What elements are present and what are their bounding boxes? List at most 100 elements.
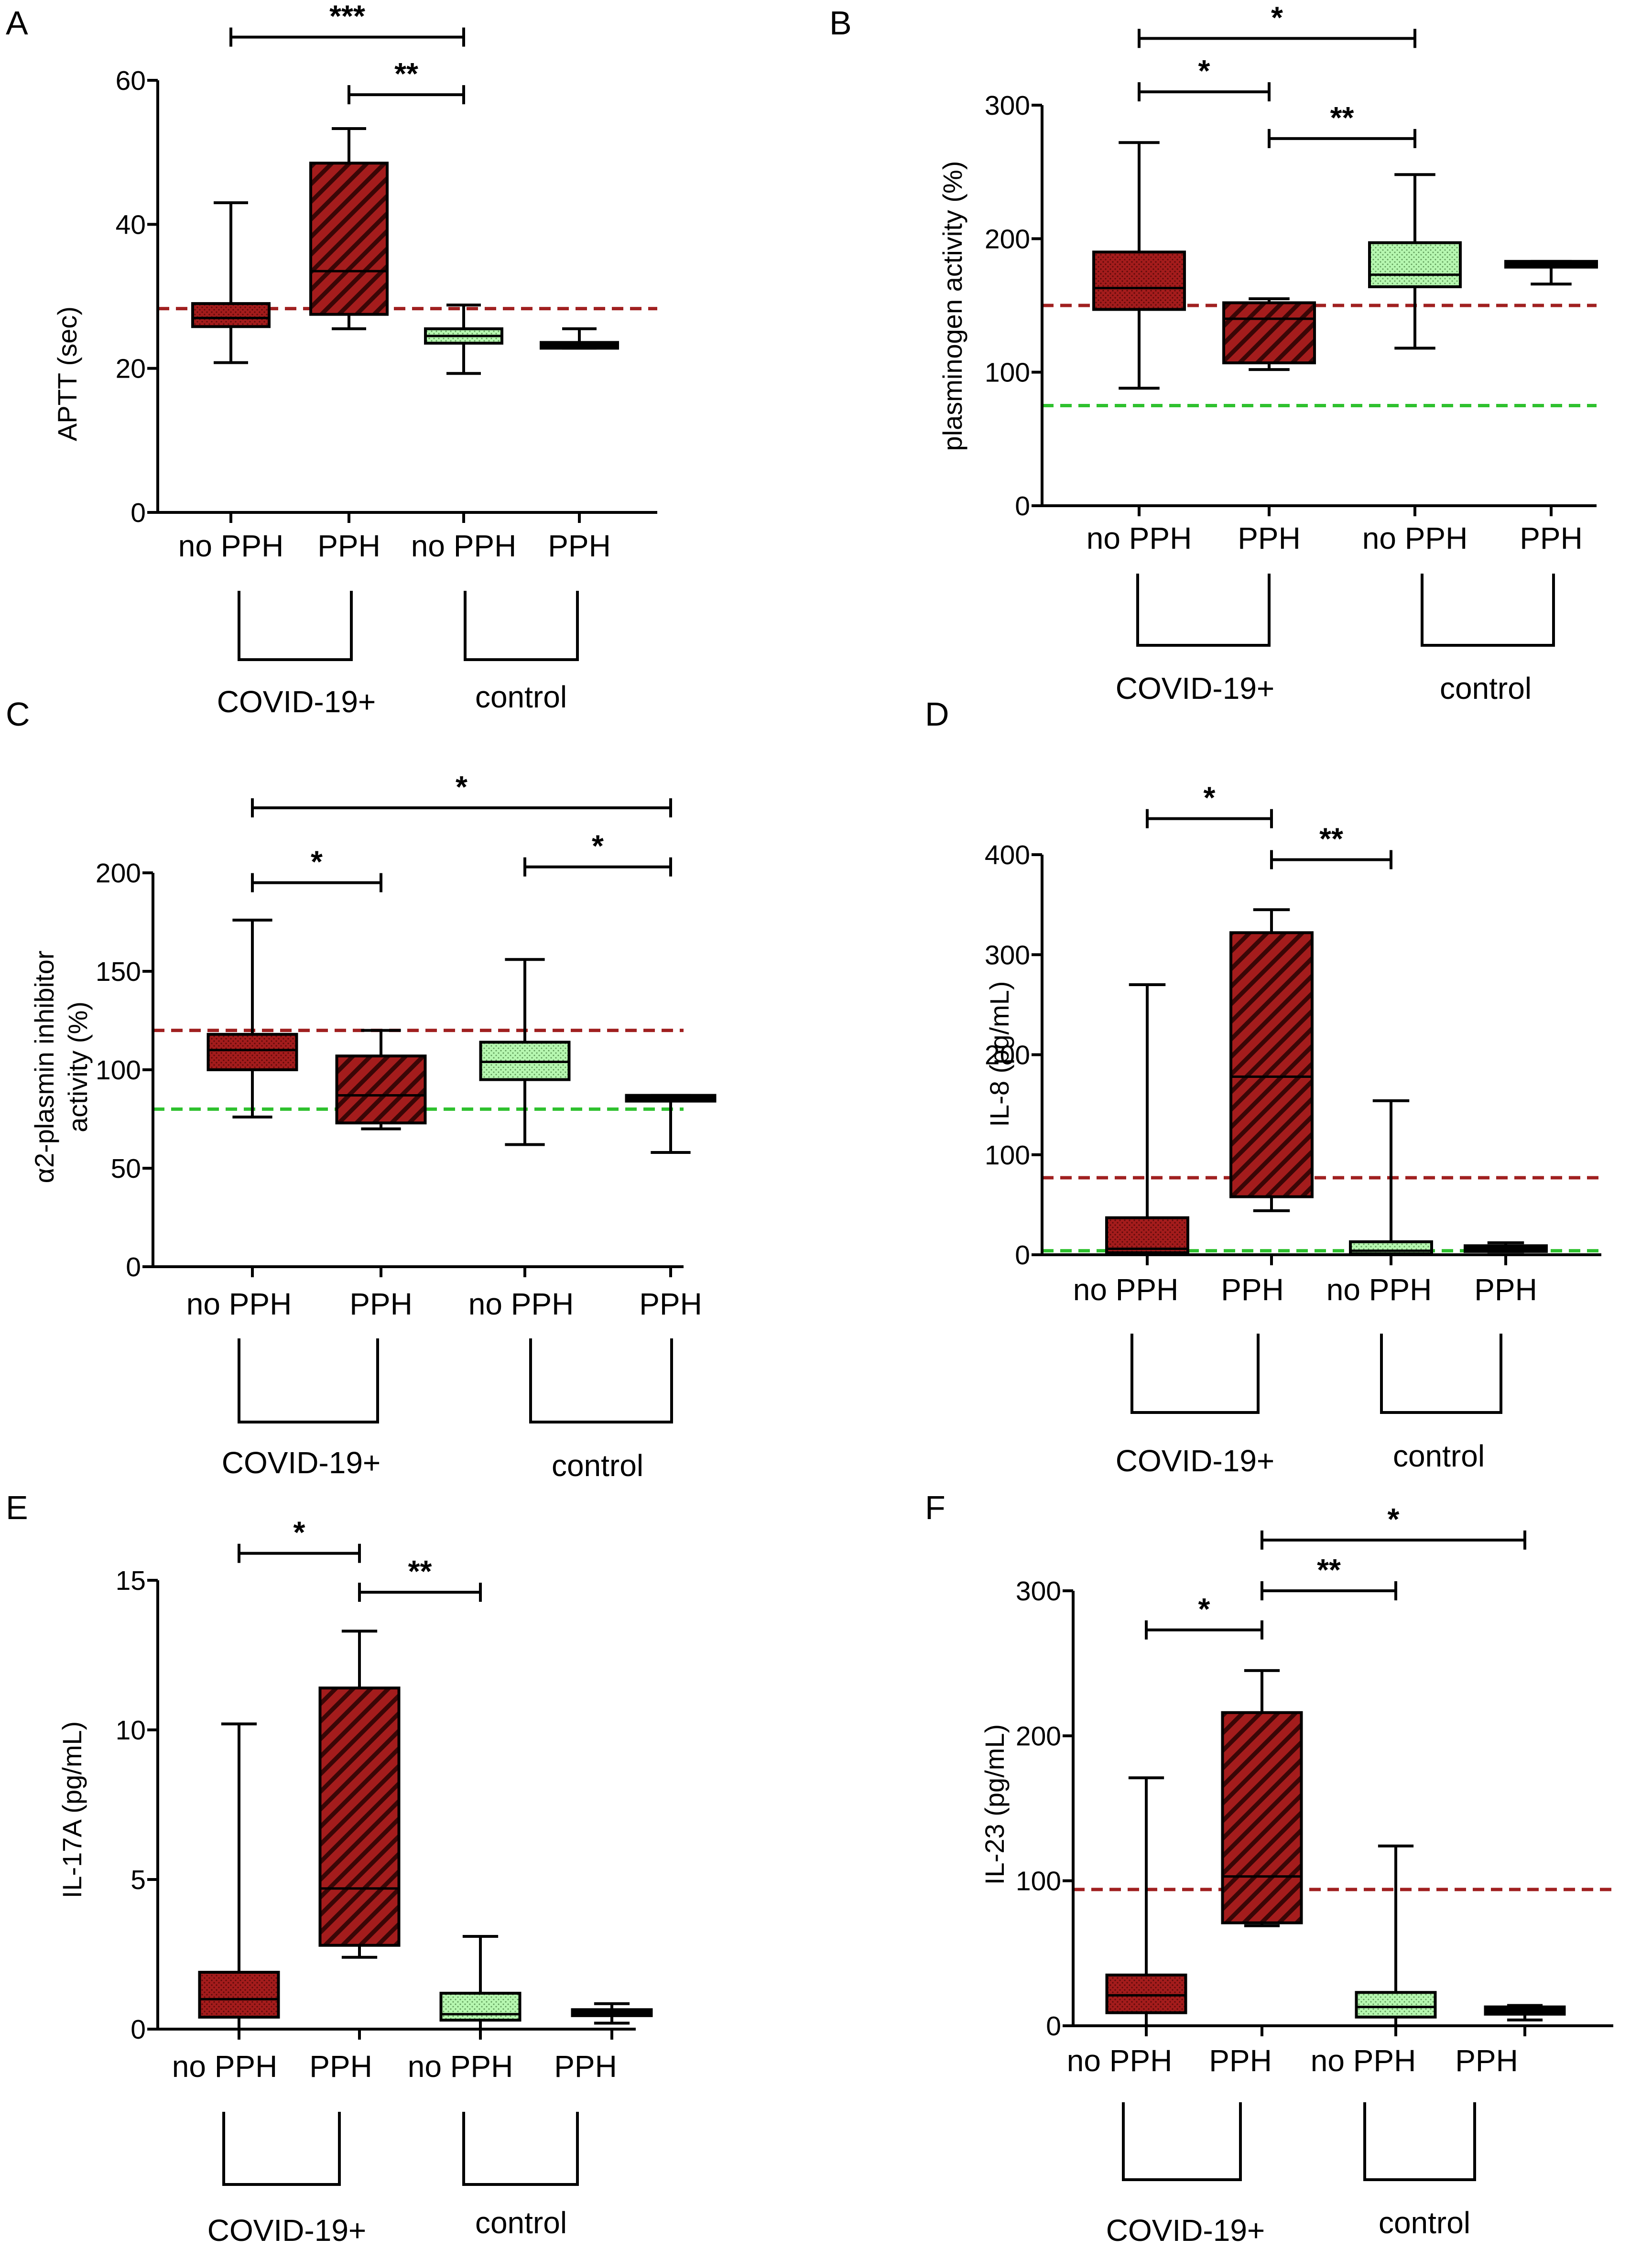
category-labels-B: no PPH PPH no PPH PPH bbox=[1087, 521, 1583, 555]
category-label: no PPH bbox=[1087, 521, 1192, 555]
y-tick-label: 0 bbox=[1015, 491, 1030, 522]
box-body bbox=[335, 1054, 427, 1125]
category-label: PPH bbox=[1455, 2043, 1518, 2078]
box-body bbox=[1105, 1973, 1187, 2014]
y-tick-label: 100 bbox=[985, 358, 1030, 388]
box-3 bbox=[424, 304, 503, 375]
y-tick-label: 20 bbox=[116, 354, 146, 384]
box-3 bbox=[479, 958, 571, 1146]
y-tick-label: 5 bbox=[130, 1865, 146, 1895]
box-body bbox=[1092, 250, 1186, 311]
y-axis-title-C-line1: α2-plasmin inhibitor bbox=[29, 951, 59, 1184]
panel-C: C α2-plasmin inhibitor activity (%) no P… bbox=[6, 695, 702, 1483]
box-4 bbox=[571, 2002, 653, 2025]
y-tick-label: 100 bbox=[985, 1140, 1030, 1171]
category-label: no PPH bbox=[1067, 2043, 1173, 2078]
significance-bracket: *** bbox=[229, 0, 465, 47]
y-tick-label: 300 bbox=[985, 940, 1030, 970]
group-label-covid: COVID-19+ bbox=[1106, 2213, 1265, 2248]
group-label-control: control bbox=[1393, 1439, 1485, 1473]
group-label-control: control bbox=[475, 2206, 567, 2240]
box-body bbox=[191, 302, 271, 328]
box-3 bbox=[439, 1934, 522, 2031]
panel-D: D IL-8 (pg/mL) no PPH PPH no PPH PPH COV… bbox=[925, 695, 1537, 1478]
significance-bracket: * bbox=[1261, 1502, 1526, 1550]
box-1 bbox=[1105, 1776, 1187, 2027]
panel-label-C: C bbox=[6, 695, 30, 733]
y-tick-label: 300 bbox=[985, 90, 1030, 121]
category-labels-F: no PPH PPH no PPH PPH bbox=[1067, 2043, 1518, 2078]
category-label: PPH bbox=[349, 1287, 413, 1321]
significance-bracket: * bbox=[1146, 781, 1273, 828]
box-body bbox=[318, 1686, 401, 1947]
box-body bbox=[198, 1971, 280, 2019]
group-label-control: control bbox=[1440, 671, 1532, 706]
significance-bracket: ** bbox=[1270, 821, 1392, 869]
group-bracket-control bbox=[462, 2112, 579, 2186]
significance-bracket: ** bbox=[358, 1554, 482, 1602]
box-body bbox=[1355, 1991, 1437, 2019]
y-tick-label: 0 bbox=[1046, 2011, 1061, 2042]
category-label: PPH bbox=[309, 2049, 372, 2084]
box-body bbox=[206, 1032, 298, 1072]
panel-label-F: F bbox=[925, 1489, 946, 1526]
category-label: PPH bbox=[317, 529, 380, 563]
box-body bbox=[1229, 931, 1314, 1198]
y-tick-label: 60 bbox=[116, 65, 146, 96]
box-body bbox=[309, 162, 389, 316]
significance-bracket: * bbox=[1138, 0, 1416, 48]
category-label: no PPH bbox=[1311, 2043, 1416, 2078]
category-label: no PPH bbox=[411, 529, 517, 563]
y-axis-title-D: IL-8 (pg/mL) bbox=[984, 981, 1014, 1127]
panel-F: F IL-23 (pg/mL) no PPH PPH no PPH PPH CO… bbox=[925, 1489, 1518, 2248]
y-tick-label: 0 bbox=[130, 2014, 146, 2045]
category-label: no PPH bbox=[1326, 1272, 1432, 1307]
box-body bbox=[439, 1991, 522, 2022]
significance-bracket: * bbox=[523, 829, 672, 877]
group-bracket-covid bbox=[238, 1338, 379, 1423]
significance-label: * bbox=[1198, 54, 1210, 88]
significance-label: * bbox=[592, 829, 604, 863]
category-label: PPH bbox=[548, 529, 611, 563]
box-body bbox=[1222, 301, 1316, 365]
y-axis-title-A: APTT (sec) bbox=[52, 306, 82, 441]
y-axis-title-C-line2: activity (%) bbox=[63, 1001, 93, 1132]
significance-label: ** bbox=[408, 1554, 432, 1588]
category-label: no PPH bbox=[408, 2049, 513, 2084]
category-label: no PPH bbox=[186, 1287, 292, 1321]
y-tick-label: 200 bbox=[985, 224, 1030, 254]
category-label: PPH bbox=[639, 1287, 702, 1321]
panel-label-D: D bbox=[925, 695, 949, 733]
box-4 bbox=[625, 1094, 717, 1154]
box-1 bbox=[191, 201, 271, 364]
box-1 bbox=[198, 1722, 280, 2031]
y-axis-title-F: IL-23 (pg/mL) bbox=[979, 1724, 1010, 1885]
category-label: no PPH bbox=[178, 529, 284, 563]
box-4 bbox=[1504, 260, 1598, 286]
y-tick-label: 150 bbox=[96, 956, 141, 987]
group-bracket-control bbox=[1380, 1334, 1502, 1414]
y-tick-label: 0 bbox=[130, 498, 146, 528]
category-labels-D: no PPH PPH no PPH PPH bbox=[1073, 1272, 1537, 1307]
y-tick-label: 200 bbox=[985, 1040, 1030, 1071]
panel-label-B: B bbox=[829, 4, 852, 42]
significance-label: ** bbox=[1319, 821, 1343, 856]
category-label: no PPH bbox=[1362, 521, 1468, 555]
y-tick-label: 400 bbox=[985, 840, 1030, 870]
box-body bbox=[1368, 241, 1462, 288]
category-label: no PPH bbox=[172, 2049, 278, 2084]
panel-label-E: E bbox=[6, 1489, 28, 1526]
y-tick-label: 40 bbox=[116, 209, 146, 240]
box-2 bbox=[1221, 1669, 1303, 1927]
category-labels-E: no PPH PPH no PPH PPH bbox=[172, 2049, 617, 2084]
group-bracket-covid bbox=[238, 591, 353, 661]
y-tick-label: 300 bbox=[1016, 1576, 1061, 1607]
significance-bracket: * bbox=[238, 1515, 361, 1563]
significance-label: * bbox=[1388, 1502, 1400, 1536]
significance-label: * bbox=[293, 1515, 305, 1550]
significance-bracket: * bbox=[251, 770, 672, 818]
significance-bracket: * bbox=[251, 845, 382, 892]
box-2 bbox=[1222, 297, 1316, 371]
